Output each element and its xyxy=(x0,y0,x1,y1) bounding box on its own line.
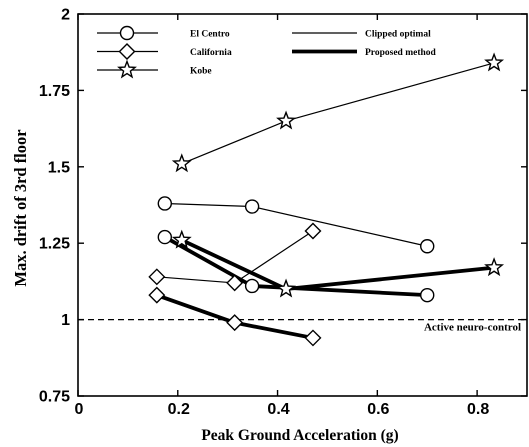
legend-diamond-icon xyxy=(118,43,136,60)
el-centro-clipped-optimal-point-2 xyxy=(420,239,435,254)
el-centro-proposed-method-point-1 xyxy=(244,278,260,294)
kobe-clipped-optimal-point-0 xyxy=(171,153,192,173)
y-tick-label: 1.5 xyxy=(48,159,70,176)
x-axis-label: Peak Ground Acceleration (g) xyxy=(201,427,398,444)
y-tick-label: 1.75 xyxy=(39,83,70,100)
x-tick-label: 0.4 xyxy=(267,401,289,418)
california-proposed-method-point-2 xyxy=(304,329,322,347)
legend-star-icon xyxy=(117,59,137,79)
el-centro-clipped-optimal-point-0 xyxy=(157,196,173,211)
california-proposed-method-point-1 xyxy=(226,314,244,332)
california-clipped-optimal-point-1 xyxy=(226,274,244,292)
el-centro-proposed-method-point-0 xyxy=(157,229,173,245)
plot-frame xyxy=(77,13,528,397)
x-tick-label: 0.2 xyxy=(168,401,190,418)
kobe-proposed-method-point-2 xyxy=(484,257,505,277)
legend-circle-icon xyxy=(119,25,135,41)
kobe-clipped-optimal-point-1 xyxy=(276,110,297,130)
legend-label-kobe: Kobe xyxy=(190,66,212,76)
legend: El Centro California Kobe Clipped optimal Pr… xyxy=(97,25,437,79)
x-tick-label: 0.8 xyxy=(467,401,489,418)
x-tick-label: 0 xyxy=(75,401,84,418)
legend-label-california: California xyxy=(190,48,232,58)
california-clipped-optimal-point-0 xyxy=(148,268,166,286)
legend-label-proposed-method: Proposed method xyxy=(365,48,437,58)
kobe-proposed-method-point-0 xyxy=(171,229,192,249)
y-tick-label: 1.25 xyxy=(39,236,70,253)
series-markers xyxy=(148,52,505,347)
el-centro-proposed-method-point-2 xyxy=(420,287,435,303)
y-tick-label: 2 xyxy=(61,7,70,24)
y-tick-label: 0.75 xyxy=(39,389,70,406)
california-clipped-optimal-point-2 xyxy=(304,222,322,240)
legend-label-el-centro: El Centro xyxy=(190,29,230,39)
axis-ticks: 0.75 1 1.25 1.5 1.75 2 0 0.2 0.4 0.6 0.8 xyxy=(39,7,527,418)
y-tick-label: 1 xyxy=(61,312,70,329)
kobe-clipped-optimal-point-2 xyxy=(484,52,505,72)
kobe-proposed-method-point-1 xyxy=(276,278,297,298)
el-centro-clipped-optimal-point-1 xyxy=(244,199,260,214)
y-axis-label: Max. drift of 3rd floor xyxy=(11,129,30,286)
legend-label-clipped-optimal: Clipped optimal xyxy=(365,29,431,39)
x-tick-label: 0.6 xyxy=(367,401,389,418)
reference-line-label: Active neuro-control xyxy=(424,322,521,334)
california-proposed-method-point-0 xyxy=(148,286,166,304)
